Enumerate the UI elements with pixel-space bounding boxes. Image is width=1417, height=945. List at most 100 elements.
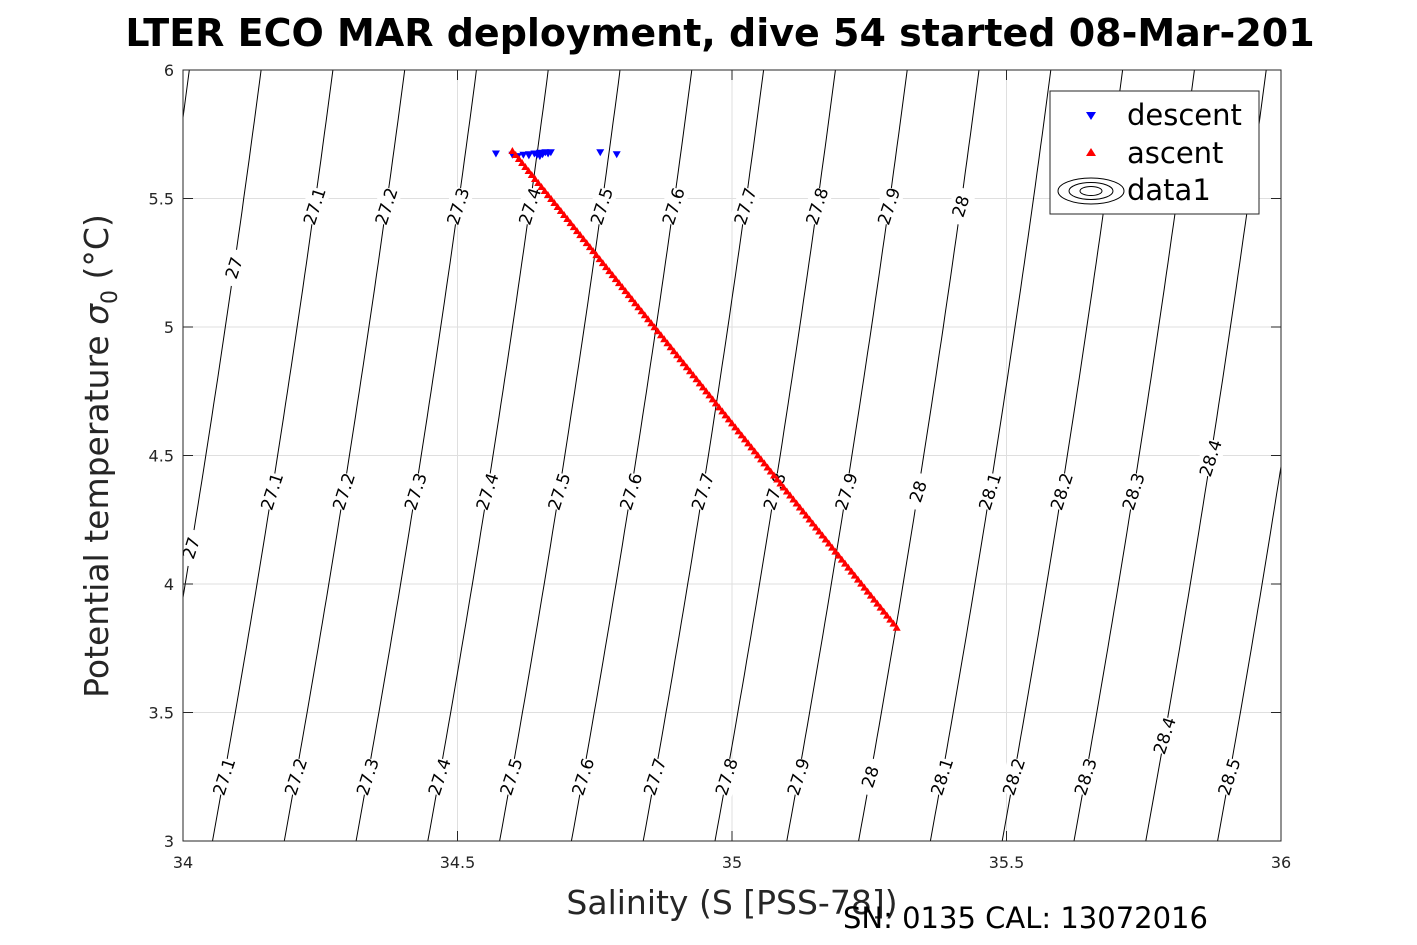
isopycnal-label-bg: [872, 185, 905, 227]
y-tick-label: 3.5: [149, 704, 174, 723]
isopycnal-label-bg: [513, 185, 546, 227]
ascent-marker: [673, 351, 682, 359]
ascent-marker: [841, 559, 850, 567]
ascent-marker: [873, 599, 882, 607]
x-tick-label: 34.5: [440, 853, 476, 872]
ascent-marker: [537, 183, 546, 191]
descent-marker: [546, 149, 555, 157]
ascent-marker: [718, 407, 727, 415]
ascent-marker: [824, 539, 833, 547]
ascent-marker: [776, 479, 785, 487]
ascent-marker: [870, 595, 879, 603]
ascent-marker: [666, 343, 675, 351]
ascent-marker: [698, 383, 707, 391]
isopycnal-label-bg: [566, 756, 599, 798]
ascent-marker: [595, 255, 604, 263]
ascent-marker: [782, 487, 791, 495]
isopycnal-label-bg: [495, 756, 528, 798]
ascent-marker: [598, 259, 607, 267]
descent-marker: [491, 150, 500, 158]
ascent-marker: [518, 158, 527, 166]
ascent-marker: [511, 150, 520, 158]
descent-marker: [535, 153, 544, 161]
ascent-marker: [844, 563, 853, 571]
ascent-marker: [527, 170, 536, 178]
y-axis-ticks: 3 3.5 4 4.5 5 5.5 6: [149, 61, 1281, 851]
legend-descent-label: descent: [1127, 98, 1242, 132]
x-tick-label: 35: [722, 853, 742, 872]
ascent-marker: [876, 603, 885, 611]
ascent-marker: [834, 551, 843, 559]
ascent-marker: [740, 435, 749, 443]
x-axis-label: Salinity (S [PSS-78]): [566, 883, 897, 922]
ascent-marker: [556, 207, 565, 215]
ascent-marker: [789, 495, 798, 503]
ascent-marker: [602, 263, 611, 271]
isopycnal-label-bg: [710, 756, 743, 798]
isopycnal-label-bg: [255, 470, 288, 512]
ascent-marker: [663, 339, 672, 347]
isopycnal-label-bg: [298, 185, 331, 227]
isopycnal-label-bg: [1045, 470, 1078, 512]
ascent-marker: [866, 591, 875, 599]
x-tick-label: 36: [1271, 853, 1291, 872]
legend: descent ascent data1: [1049, 90, 1260, 215]
x-tick-label: 35.5: [989, 853, 1025, 872]
ascent-marker: [811, 523, 820, 531]
ascent-marker: [656, 331, 665, 339]
ascent-marker: [676, 355, 685, 363]
ascent-marker: [857, 579, 866, 587]
isopycnal-label-bg: [1194, 437, 1227, 479]
ascent-marker: [679, 359, 688, 367]
ascent-marker: [514, 154, 523, 162]
ascent-marker: [802, 511, 811, 519]
isopycnal-line: [183, 70, 262, 601]
ascent-marker: [589, 247, 598, 255]
isopycnal-label-bg: [902, 470, 935, 512]
ascent-marker: [808, 519, 817, 527]
ascent-marker: [692, 375, 701, 383]
ascent-marker: [572, 227, 581, 235]
ascent-marker: [721, 411, 730, 419]
ascent-marker: [689, 371, 698, 379]
ascent-marker: [708, 395, 717, 403]
descent-marker: [612, 151, 621, 159]
ascent-marker: [566, 219, 575, 227]
ascent-marker: [631, 299, 640, 307]
descent-marker: [596, 149, 605, 157]
ascent-marker: [611, 275, 620, 283]
legend-data1-label: data1: [1127, 173, 1211, 207]
isopycnal-line: [929, 70, 1052, 841]
ascent-marker: [737, 431, 746, 439]
isopycnal-label-bg: [279, 756, 312, 798]
ascent-marker: [853, 575, 862, 583]
isopycnal-label-bg: [782, 756, 815, 798]
ascent-marker: [592, 251, 601, 259]
ascent-marker: [669, 347, 678, 355]
isopycnal-label-bg: [1213, 756, 1246, 798]
ascent-marker: [543, 191, 552, 199]
ascent-marker: [582, 239, 591, 247]
isopycnal-label-bg: [585, 185, 618, 227]
y-tick-label: 5.5: [149, 190, 174, 209]
ascent-marker: [731, 423, 740, 431]
ascent-marker: [763, 463, 772, 471]
isopycnal-label-bg: [370, 185, 403, 227]
legend-contour-icon: [1057, 177, 1125, 205]
ascent-marker: [653, 327, 662, 335]
ascent-marker: [608, 271, 617, 279]
ascent-marker: [650, 323, 659, 331]
isopycnal-label-bg: [1069, 756, 1102, 798]
ascent-marker: [863, 587, 872, 595]
ascent-marker: [695, 379, 704, 387]
isopycnal-label-bg: [614, 470, 647, 512]
ascent-marker: [724, 415, 733, 423]
y-tick-label: 5: [164, 318, 174, 337]
isopycnal-label-bg: [217, 247, 250, 289]
isopycnal-label-bg: [830, 470, 863, 512]
legend-ascent-marker: [1086, 148, 1096, 156]
y-axis-label: Potential temperature σ0 (°C): [77, 214, 123, 698]
ascent-marker: [779, 483, 788, 491]
ascent-marker: [627, 295, 636, 303]
ascent-marker: [828, 543, 837, 551]
